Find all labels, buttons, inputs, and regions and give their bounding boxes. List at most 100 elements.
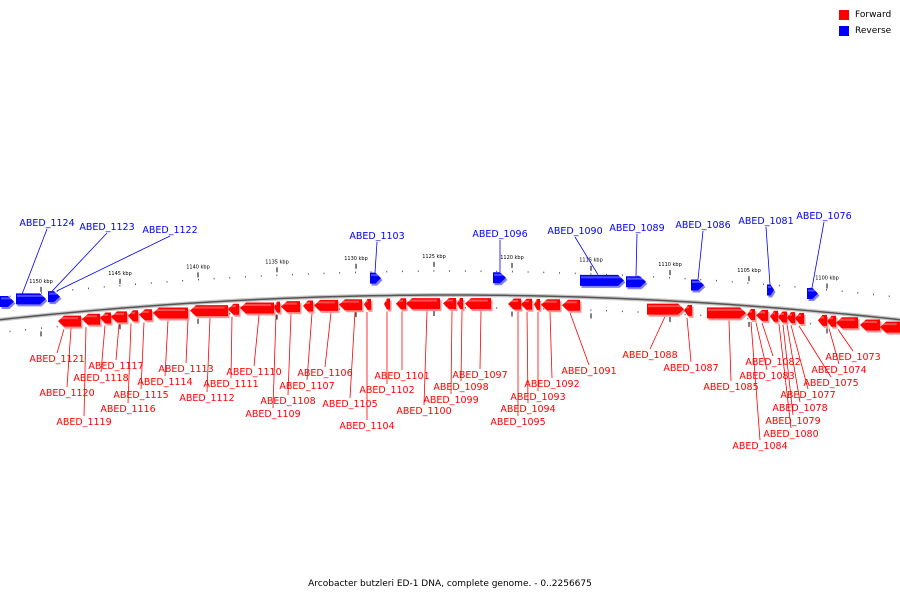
gene-arrow[interactable] bbox=[303, 300, 315, 314]
legend-reverse: Reverse bbox=[839, 26, 891, 36]
tick-label: 1125 kbp bbox=[422, 254, 446, 260]
gene-arrow[interactable] bbox=[541, 299, 562, 313]
forward-gene-label: ABED_1080 bbox=[763, 429, 818, 440]
gene-arrow[interactable] bbox=[240, 302, 276, 316]
forward-gene-label: ABED_1099 bbox=[423, 395, 478, 406]
reverse-gene-label: ABED_1103 bbox=[349, 231, 404, 242]
tick-label: 1145 kbp bbox=[108, 271, 132, 277]
gene-arrow[interactable] bbox=[314, 299, 340, 313]
reverse-gene-label: ABED_1086 bbox=[675, 220, 730, 231]
forward-gene-label: ABED_1101 bbox=[374, 371, 429, 382]
forward-gene-label: ABED_1083 bbox=[739, 371, 794, 382]
gene-arrow[interactable] bbox=[767, 284, 776, 298]
gene-arrow[interactable] bbox=[16, 293, 48, 307]
forward-gene-label: ABED_1095 bbox=[490, 417, 545, 428]
reverse-gene-label: ABED_1124 bbox=[19, 218, 74, 229]
gene-arrow[interactable] bbox=[493, 272, 508, 286]
forward-swatch bbox=[839, 10, 849, 20]
forward-gene-label: ABED_1082 bbox=[745, 357, 800, 368]
forward-gene-label: ABED_1075 bbox=[803, 378, 858, 389]
forward-gene-label: ABED_1114 bbox=[137, 377, 192, 388]
forward-gene-label: ABED_1102 bbox=[359, 385, 414, 396]
reverse-swatch bbox=[839, 26, 849, 36]
gene-arrow[interactable] bbox=[100, 312, 113, 326]
gene-arrow[interactable] bbox=[228, 303, 241, 317]
gene-arrow[interactable] bbox=[58, 315, 83, 329]
forward-gene-label: ABED_1113 bbox=[158, 364, 213, 375]
tick-label: 1100 kbp bbox=[815, 275, 839, 281]
gene-arrow[interactable] bbox=[406, 298, 442, 312]
gene-arrow[interactable] bbox=[396, 298, 408, 312]
label-leaders bbox=[21, 221, 854, 441]
gene-features bbox=[0, 272, 900, 335]
legend-forward: Forward bbox=[839, 10, 891, 20]
gene-arrow[interactable] bbox=[647, 303, 686, 317]
tick-label: 1105 kbp bbox=[737, 268, 761, 274]
tick-label: 1110 kbp bbox=[658, 262, 682, 268]
gene-arrow[interactable] bbox=[457, 298, 465, 312]
reverse-gene-label: ABED_1096 bbox=[472, 229, 527, 240]
tick-label: 1150 kbp bbox=[29, 279, 53, 285]
gene-arrow[interactable] bbox=[128, 310, 140, 324]
forward-gene-label: ABED_1110 bbox=[226, 367, 281, 378]
gene-arrow[interactable] bbox=[339, 299, 364, 313]
forward-gene-label: ABED_1073 bbox=[825, 352, 880, 363]
forward-gene-label: ABED_1092 bbox=[524, 379, 579, 390]
gene-arrow[interactable] bbox=[111, 311, 129, 325]
gene-arrow[interactable] bbox=[691, 279, 706, 293]
gene-arrow[interactable] bbox=[153, 307, 190, 321]
tick-label: 1115 kbp bbox=[579, 258, 603, 264]
gene-arrow[interactable] bbox=[274, 301, 282, 315]
gene-arrow[interactable] bbox=[747, 309, 757, 323]
gene-arrow[interactable] bbox=[827, 315, 838, 329]
backbone bbox=[0, 292, 900, 322]
gene-arrow[interactable] bbox=[370, 272, 383, 286]
gene-arrow[interactable] bbox=[465, 298, 493, 312]
gene-arrow[interactable] bbox=[880, 321, 900, 335]
forward-gene-label: ABED_1094 bbox=[500, 404, 555, 415]
forward-gene-label: ABED_1117 bbox=[88, 361, 143, 372]
gene-arrow[interactable] bbox=[836, 317, 860, 331]
forward-gene-label: ABED_1078 bbox=[772, 403, 827, 414]
gene-arrow[interactable] bbox=[707, 307, 748, 321]
forward-gene-label: ABED_1108 bbox=[260, 396, 315, 407]
reverse-gene-label: ABED_1076 bbox=[796, 211, 851, 222]
gene-arrow[interactable] bbox=[807, 288, 820, 302]
legend-reverse-label: Reverse bbox=[855, 26, 892, 36]
gene-arrow[interactable] bbox=[778, 311, 789, 325]
gene-arrow[interactable] bbox=[770, 310, 780, 324]
forward-gene-label: ABED_1084 bbox=[732, 441, 787, 452]
gene-arrow[interactable] bbox=[508, 298, 523, 312]
gene-arrow[interactable] bbox=[860, 319, 882, 333]
gene-arrow[interactable] bbox=[756, 309, 770, 323]
forward-gene-label: ABED_1119 bbox=[56, 417, 111, 428]
gene-arrow[interactable] bbox=[795, 312, 806, 326]
gene-arrow[interactable] bbox=[384, 298, 392, 312]
gene-arrow[interactable] bbox=[0, 295, 16, 309]
forward-gene-label: ABED_1107 bbox=[279, 381, 334, 392]
gene-arrow[interactable] bbox=[562, 299, 582, 313]
gene-arrow[interactable] bbox=[521, 298, 534, 312]
reverse-gene-label: ABED_1123 bbox=[79, 222, 134, 233]
gene-arrow[interactable] bbox=[139, 309, 154, 323]
gene-arrow[interactable] bbox=[534, 298, 542, 312]
reverse-gene-label: ABED_1122 bbox=[142, 225, 197, 236]
tick-label: 1120 kbp bbox=[500, 255, 524, 261]
forward-gene-label: ABED_1111 bbox=[203, 379, 258, 390]
gene-arrow[interactable] bbox=[190, 305, 230, 319]
gene-arrow[interactable] bbox=[684, 304, 694, 318]
forward-gene-label: ABED_1091 bbox=[561, 366, 616, 377]
gene-arrow[interactable] bbox=[82, 313, 102, 327]
gene-arrow[interactable] bbox=[626, 276, 648, 290]
gene-arrow[interactable] bbox=[818, 314, 829, 328]
gene-arrow[interactable] bbox=[443, 298, 458, 312]
forward-gene-label: ABED_1098 bbox=[433, 382, 488, 393]
forward-gene-label: ABED_1077 bbox=[780, 390, 835, 401]
gene-arrow[interactable] bbox=[281, 301, 302, 315]
forward-gene-label: ABED_1116 bbox=[100, 404, 155, 415]
gene-arrow[interactable] bbox=[787, 312, 797, 326]
gene-arrow[interactable] bbox=[580, 274, 626, 288]
gene-arrow[interactable] bbox=[364, 298, 373, 312]
gene-arrow[interactable] bbox=[48, 291, 62, 305]
